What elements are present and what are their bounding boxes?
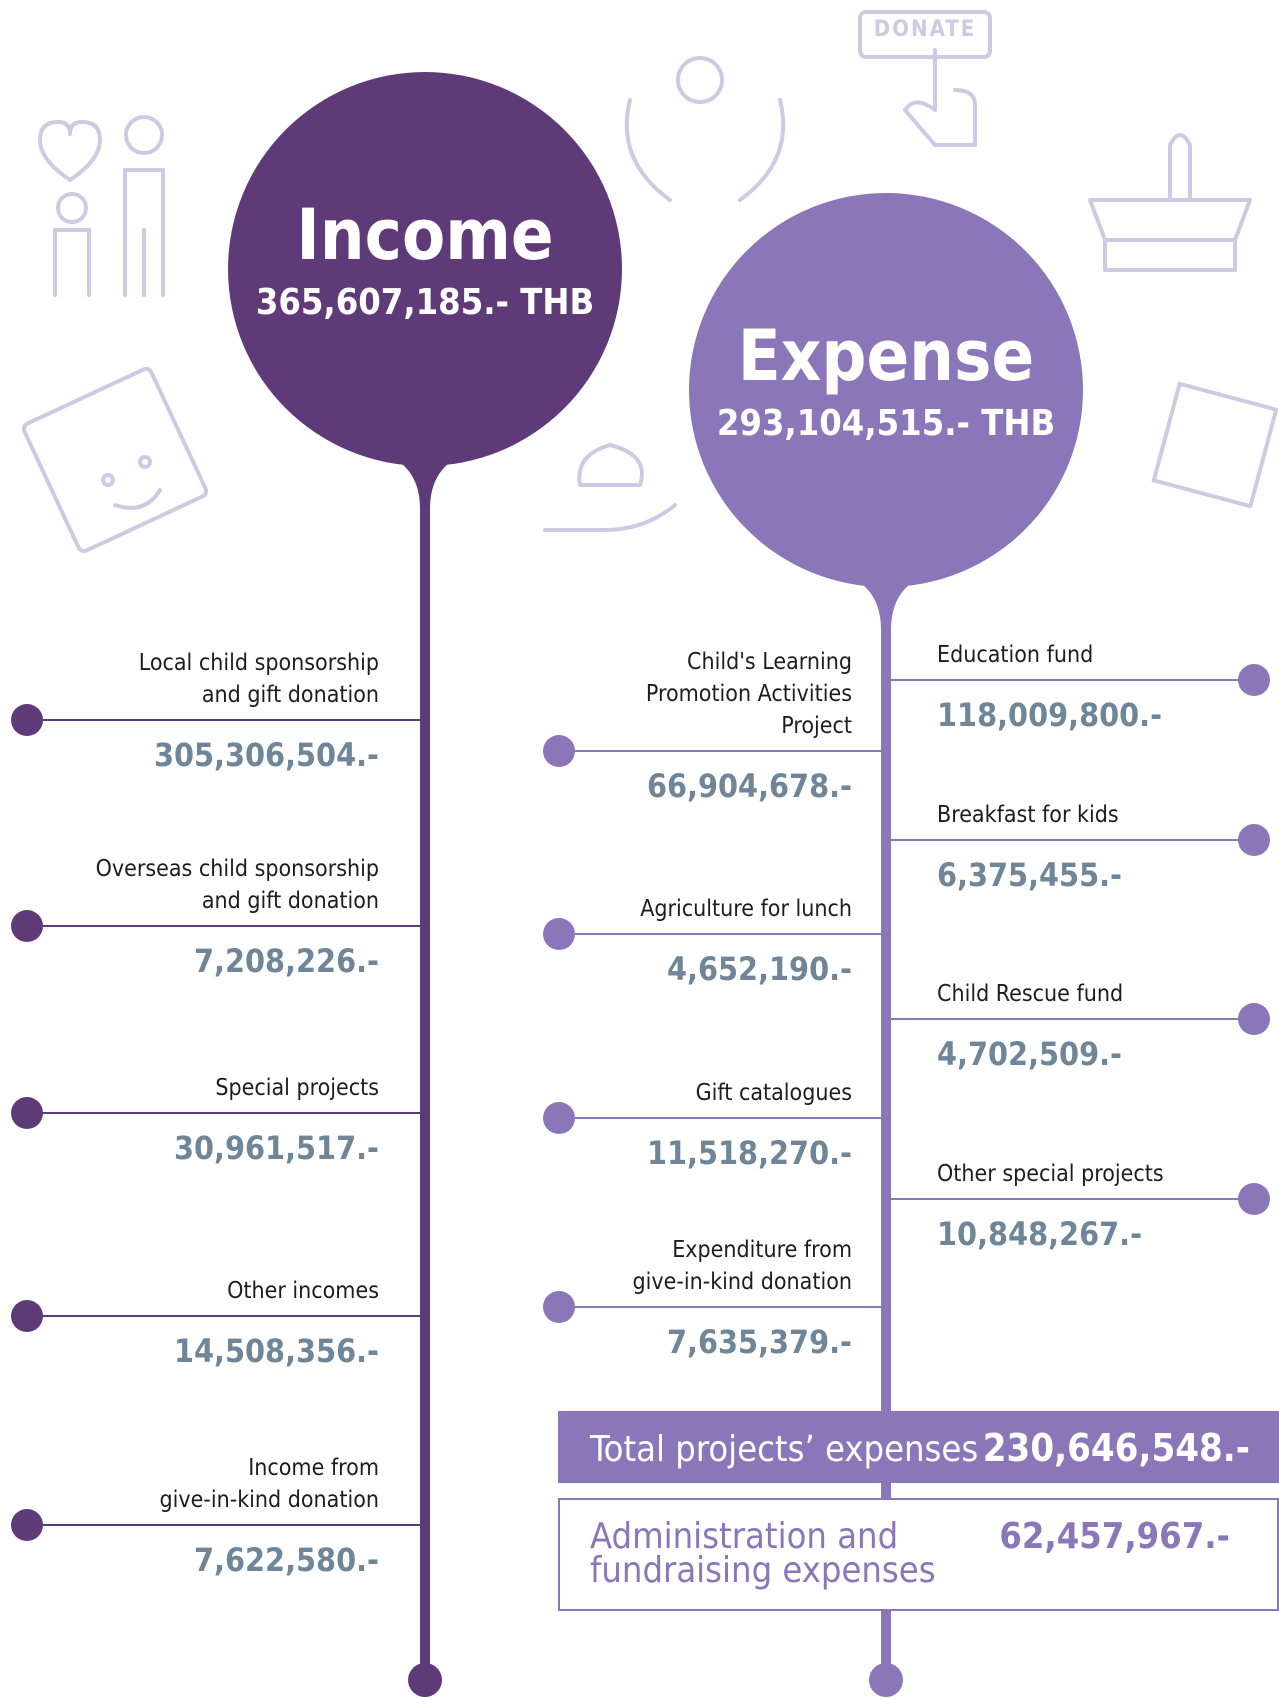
item-value: 118,009,800.- bbox=[937, 696, 1162, 734]
expense-stem bbox=[881, 560, 891, 1670]
income-neck bbox=[395, 459, 455, 509]
item-label: Agriculture for lunch bbox=[640, 896, 852, 922]
item-value: 4,652,190.- bbox=[667, 950, 852, 988]
item-label: Other incomes bbox=[227, 1278, 379, 1304]
item-dot bbox=[11, 704, 43, 736]
income-title: Income bbox=[296, 194, 553, 276]
item-dot bbox=[11, 910, 43, 942]
income-stem bbox=[420, 420, 430, 1670]
expense-stem-end bbox=[869, 1663, 903, 1697]
admin-box bbox=[558, 1498, 1279, 1611]
admin-value: 62,457,967.- bbox=[999, 1516, 1230, 1557]
item-dot bbox=[1238, 824, 1270, 856]
item-label: Project bbox=[781, 713, 852, 739]
expense-neck bbox=[856, 580, 916, 630]
item-label: Child Rescue fund bbox=[937, 981, 1123, 1007]
item-dot bbox=[1238, 1003, 1270, 1035]
item-label: Child's Learning bbox=[687, 649, 852, 675]
item-label: Overseas child sponsorship bbox=[96, 856, 379, 882]
item-dot bbox=[1238, 1183, 1270, 1215]
expense-title: Expense bbox=[738, 315, 1035, 397]
item-label: Breakfast for kids bbox=[937, 802, 1119, 828]
total-bar bbox=[558, 1411, 1279, 1483]
admin-label: fundraising expenses bbox=[590, 1550, 936, 1591]
income-stem-end bbox=[408, 1663, 442, 1697]
item-label: and gift donation bbox=[202, 888, 379, 914]
item-value: 305,306,504.- bbox=[154, 736, 379, 774]
item-value: 7,635,379.- bbox=[667, 1323, 852, 1361]
item-dot bbox=[543, 1291, 575, 1323]
item-dot bbox=[11, 1509, 43, 1541]
item-dot bbox=[1238, 664, 1270, 696]
item-label: give-in-kind donation bbox=[160, 1487, 379, 1513]
total-label: Total projects’ expenses bbox=[589, 1429, 978, 1470]
item-label: Promotion Activities bbox=[646, 681, 852, 707]
item-label: Education fund bbox=[937, 642, 1093, 668]
item-label: Local child sponsorship bbox=[139, 650, 379, 676]
income-circle bbox=[228, 72, 622, 466]
item-value: 30,961,517.- bbox=[174, 1129, 379, 1167]
item-dot bbox=[11, 1300, 43, 1332]
item-value: 14,508,356.- bbox=[174, 1332, 379, 1370]
item-dot bbox=[543, 918, 575, 950]
item-value: 10,848,267.- bbox=[937, 1215, 1142, 1253]
item-dot bbox=[11, 1097, 43, 1129]
item-label: Gift catalogues bbox=[696, 1080, 852, 1106]
income-amount: 365,607,185.- THB bbox=[256, 282, 594, 323]
item-value: 4,702,509.- bbox=[937, 1035, 1122, 1073]
item-label: Special projects bbox=[215, 1075, 379, 1101]
item-dot bbox=[543, 1102, 575, 1134]
item-label: give-in-kind donation bbox=[633, 1269, 852, 1295]
expense-amount: 293,104,515.- THB bbox=[717, 403, 1055, 444]
item-label: Expenditure from bbox=[672, 1237, 852, 1263]
expense-circle bbox=[689, 193, 1083, 587]
decorative-icons bbox=[21, 10, 1279, 554]
item-label: Income from bbox=[248, 1455, 379, 1481]
item-label: and gift donation bbox=[202, 682, 379, 708]
item-value: 7,208,226.- bbox=[194, 942, 379, 980]
item-value: 66,904,678.- bbox=[647, 767, 852, 805]
item-value: 6,375,455.- bbox=[937, 856, 1122, 894]
total-value: 230,646,548.- bbox=[983, 1426, 1250, 1470]
item-value: 11,518,270.- bbox=[647, 1134, 852, 1172]
item-dot bbox=[543, 735, 575, 767]
admin-label: Administration and bbox=[590, 1516, 898, 1557]
item-value: 7,622,580.- bbox=[194, 1541, 379, 1579]
donate-text: DONATE bbox=[874, 17, 976, 42]
item-label: Other special projects bbox=[937, 1161, 1164, 1187]
